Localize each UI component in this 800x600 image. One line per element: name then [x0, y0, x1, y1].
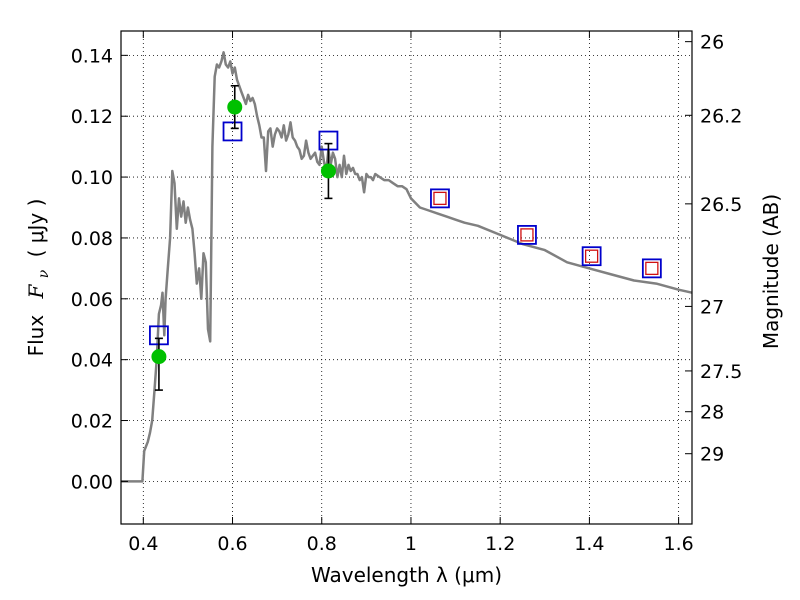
ticks-layer: 0.4 0.6 0.8 1 1.2 1.4 1.6 0.00 0.02 0.04 0.06 0.08 0…: [71, 31, 742, 555]
x-tick-label: 1: [405, 533, 417, 555]
model-sed-layer: [121, 51, 693, 483]
y-axis-label: Flux F ν ( μJy ): [24, 199, 53, 357]
model-band-square: [581, 246, 602, 267]
y2-tick-label: 29: [700, 444, 724, 466]
markers-layer: [149, 84, 662, 391]
model-band-square: [517, 224, 537, 245]
y-axis-label-subscript: ν: [36, 269, 52, 278]
y2-tick-label: 26: [700, 32, 724, 54]
y-axis-label-units: ( μJy ): [24, 199, 48, 258]
observed-point: [227, 99, 243, 115]
y-tick-label: 0.08: [71, 228, 113, 250]
y2-tick-label: 26.2: [700, 105, 742, 127]
y-tick-label: 0.12: [71, 106, 113, 128]
x-tick-label: 0.6: [217, 533, 247, 555]
model-sed-line: [121, 51, 693, 483]
y2-tick-label: 27: [700, 296, 724, 318]
x-tick-label: 1.6: [664, 533, 694, 555]
y-tick-label: 0.10: [71, 167, 113, 189]
y-tick-label: 0.04: [71, 350, 113, 372]
model-band-square: [430, 188, 450, 209]
x-axis-label: Wavelength λ (μm): [311, 563, 502, 587]
red-square: [520, 228, 534, 242]
red-square: [433, 191, 447, 206]
y-tick-label: 0.06: [71, 289, 113, 311]
y2-tick-label: 28: [700, 402, 724, 424]
y2-axis-label: Magnitude (AB): [759, 194, 783, 349]
red-square: [584, 249, 599, 263]
red-square: [645, 261, 659, 276]
x-tick-label: 0.4: [128, 533, 158, 555]
x-tick-label: 1.2: [485, 533, 515, 555]
x-tick-label: 1.4: [574, 533, 604, 555]
y2-tick-label: 27.5: [700, 361, 742, 383]
y-axis-label-prefix: Flux: [24, 315, 48, 357]
model-band-square: [641, 258, 662, 279]
observed-point: [151, 349, 167, 365]
y2-tick-label: 26.5: [700, 194, 742, 216]
plot-frame: [120, 30, 693, 525]
y-tick-label: 0.00: [71, 471, 113, 493]
y-tick-label: 0.14: [71, 45, 113, 67]
model-band-square: [222, 121, 243, 142]
y-axis-label-symbol: F: [24, 283, 48, 299]
y-tick-label: 0.02: [71, 411, 113, 433]
observed-point: [320, 163, 336, 179]
x-tick-label: 0.8: [307, 533, 337, 555]
